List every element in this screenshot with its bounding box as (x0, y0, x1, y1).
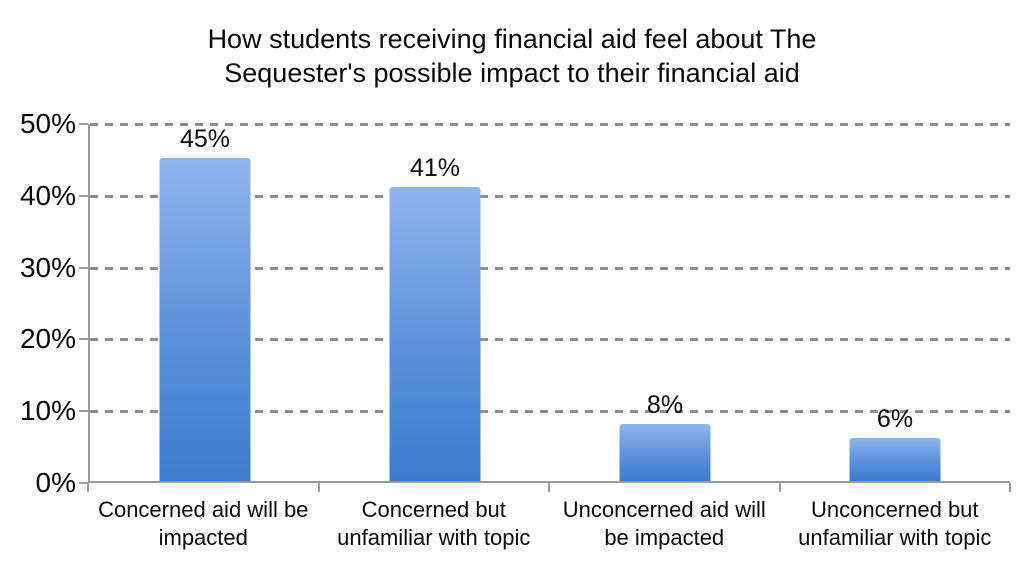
x-axis-tick (1009, 483, 1011, 492)
y-axis-tick (79, 123, 88, 125)
gridline (90, 338, 1010, 342)
x-axis-tick (87, 483, 89, 492)
bar (619, 423, 711, 481)
gridline (90, 266, 1010, 270)
gridline (90, 123, 1010, 126)
bar-value-label: 6% (876, 404, 914, 433)
bar-column: 8% (550, 124, 780, 481)
x-axis-tick (548, 483, 550, 492)
y-axis-label: 30% (19, 251, 76, 283)
bar (849, 437, 941, 481)
bar-value-label: 45% (179, 124, 231, 153)
chart-title-line-2: Sequester's possible impact to their fin… (224, 58, 800, 88)
plot-area: 45% 41% 8% 6% (88, 123, 1010, 483)
bar (389, 186, 481, 481)
y-axis-tick (79, 338, 88, 341)
bar-column: 41% (320, 124, 550, 481)
bar (159, 157, 251, 481)
x-axis-tick (317, 483, 320, 492)
bar-column: 6% (780, 124, 1010, 481)
y-axis-tick (79, 482, 88, 484)
y-axis-label: 10% (19, 395, 76, 427)
y-axis-label: 40% (19, 179, 76, 211)
y-axis-tick (79, 266, 88, 269)
y-axis-tick (79, 194, 88, 197)
y-axis-label: 0% (35, 467, 76, 498)
chart-title: How students receiving financial aid fee… (0, 22, 1024, 90)
gridline (90, 410, 1010, 414)
y-axis-label: 20% (19, 323, 76, 355)
bar-value-label: 8% (646, 390, 684, 419)
bar-column: 45% (90, 124, 320, 481)
category-label: Unconcerned aid will be impacted (562, 497, 766, 550)
bar-value-label: 41% (409, 153, 461, 182)
chart-title-line-1: How students receiving financial aid fee… (207, 24, 817, 54)
category-label: Concerned aid will be impacted (98, 497, 309, 550)
y-axis-label: 50% (19, 108, 76, 139)
category-labels: Concerned aid will be impacted Concerned … (88, 496, 1010, 552)
category-label: Unconcerned but unfamiliar with topic (798, 497, 992, 550)
gridline (90, 194, 1010, 198)
y-axis-tick (79, 410, 88, 413)
x-axis-tick (778, 483, 781, 492)
category-label: Concerned but unfamiliar with topic (337, 497, 531, 550)
